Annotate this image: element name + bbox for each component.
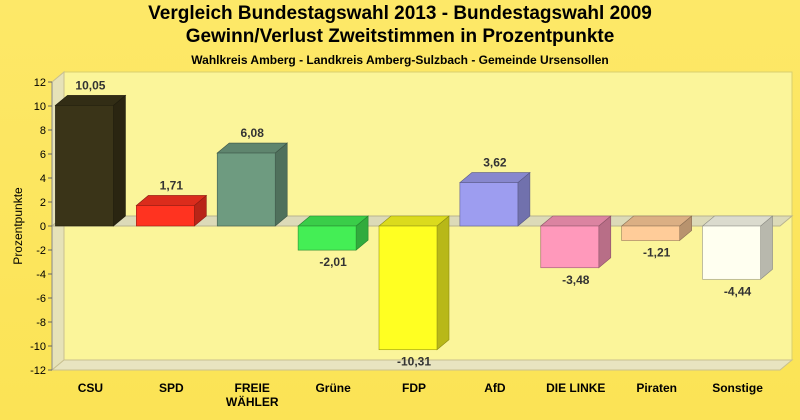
value-label: 10,05 bbox=[75, 78, 105, 92]
y-tick-label: 10 bbox=[34, 101, 46, 113]
y-tick-label: -6 bbox=[36, 293, 46, 305]
y-tick-label: 6 bbox=[40, 149, 46, 161]
value-label: -3,48 bbox=[562, 273, 590, 287]
category-label: FDP bbox=[402, 381, 426, 395]
y-tick-label: -8 bbox=[36, 317, 46, 329]
bar bbox=[135, 194, 208, 227]
bar-side bbox=[274, 142, 288, 227]
bar-front bbox=[378, 225, 438, 351]
category-label: CSU bbox=[78, 381, 103, 395]
bars bbox=[54, 94, 774, 351]
y-axis-label: Prozentpunkte bbox=[11, 187, 25, 265]
bar bbox=[378, 215, 450, 351]
y-tick-label: -10 bbox=[30, 341, 46, 353]
bar-front bbox=[621, 225, 680, 241]
value-label: -2,01 bbox=[319, 255, 347, 269]
bar bbox=[701, 215, 774, 280]
bar-top bbox=[378, 215, 450, 227]
bar-top bbox=[701, 215, 774, 227]
bar-front bbox=[136, 205, 195, 227]
chart-subtitle: Gewinn/Verlust Zweitstimmen in Prozentpu… bbox=[185, 26, 615, 47]
y-tick-label: -2 bbox=[36, 245, 46, 257]
category-label: DIE LINKE bbox=[546, 381, 605, 395]
value-label: -4,44 bbox=[724, 284, 752, 298]
y-tick-label: 8 bbox=[40, 125, 46, 137]
category-label: Sonstige bbox=[712, 381, 763, 395]
bar-top bbox=[620, 215, 693, 227]
bar-top bbox=[539, 215, 612, 227]
bar-front bbox=[540, 225, 600, 269]
y-tick-label: 12 bbox=[34, 77, 46, 89]
y-tick-label: -4 bbox=[36, 269, 46, 281]
plot-floor bbox=[50, 359, 794, 371]
value-label: -10,31 bbox=[397, 355, 431, 369]
bar-side bbox=[113, 94, 126, 227]
y-tick-label: 2 bbox=[40, 197, 46, 209]
bar-top bbox=[297, 215, 369, 227]
category-label: AfD bbox=[484, 381, 506, 395]
category-label: Piraten bbox=[636, 381, 677, 395]
chart-caption: Wahlkreis Amberg - Landkreis Amberg-Sulz… bbox=[191, 53, 609, 67]
category-label: FREIE WÄHLER bbox=[226, 381, 279, 409]
category-label: SPD bbox=[159, 381, 184, 395]
category-label: Grüne bbox=[315, 381, 351, 395]
bar-side bbox=[436, 215, 450, 351]
bar bbox=[539, 215, 612, 269]
bar bbox=[459, 171, 531, 227]
labels: 10,05 CSU 1,71 SPD 6,08 FREIE WÄHLER -2,01 Grüne… bbox=[75, 78, 763, 409]
value-label: 6,08 bbox=[241, 126, 265, 140]
bar-front bbox=[702, 225, 761, 280]
bar-top bbox=[216, 142, 289, 154]
bar-front bbox=[216, 152, 276, 227]
chart-title: Vergleich Bundestagswahl 2013 - Bundesta… bbox=[148, 3, 652, 24]
y-tick-label: 0 bbox=[40, 221, 46, 233]
bar-front bbox=[55, 105, 114, 227]
y-tick-label: 4 bbox=[40, 173, 46, 185]
bar bbox=[54, 94, 127, 227]
value-label: -1,21 bbox=[643, 246, 671, 260]
bar-side bbox=[760, 215, 773, 280]
bar-front bbox=[459, 182, 519, 227]
value-label: 3,62 bbox=[483, 156, 507, 170]
bar-top bbox=[135, 195, 208, 206]
bar bbox=[620, 215, 693, 242]
bar-top bbox=[54, 95, 127, 106]
bar bbox=[297, 215, 369, 251]
bar-front bbox=[297, 225, 357, 251]
bar-top bbox=[459, 172, 531, 183]
value-label: 1,71 bbox=[160, 178, 184, 192]
y-tick-label: -12 bbox=[30, 365, 46, 377]
bar bbox=[216, 142, 289, 227]
y-axis: 12 10 8 6 4 2 0 -2 -4 -6 -8 -10 -12 bbox=[30, 77, 53, 377]
